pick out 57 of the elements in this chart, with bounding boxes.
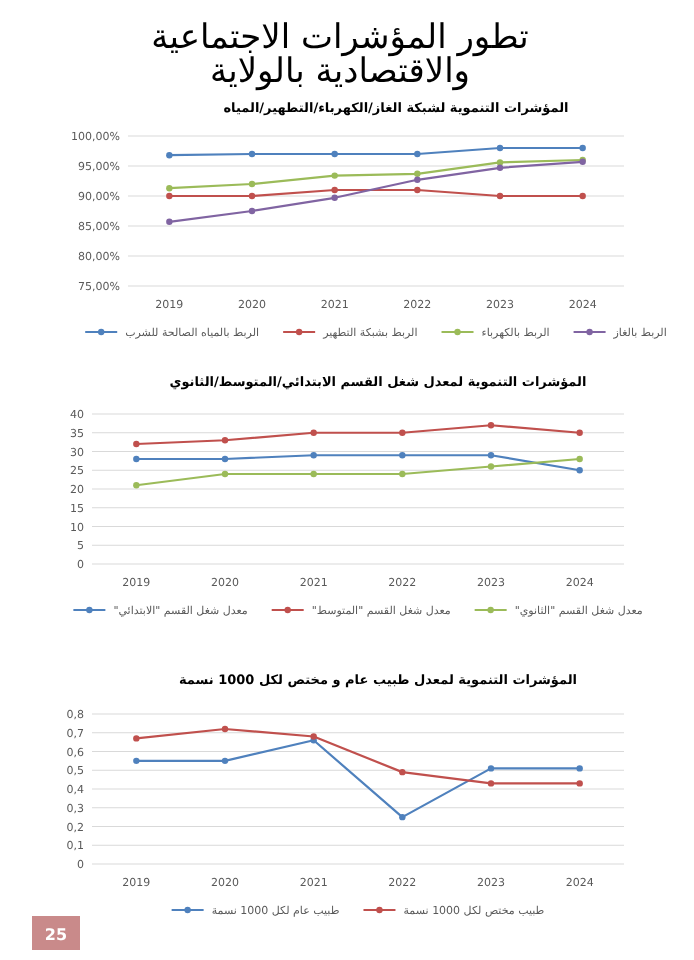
point [487, 780, 495, 787]
point [133, 482, 140, 489]
point [331, 150, 338, 158]
point [221, 455, 229, 463]
point [331, 172, 338, 179]
point [248, 207, 256, 215]
point [166, 192, 173, 200]
point [221, 757, 229, 765]
point [248, 150, 256, 158]
point [399, 813, 406, 821]
point [310, 452, 317, 459]
line-series [166, 158, 586, 225]
point [221, 437, 229, 444]
point [133, 440, 140, 448]
line-series [133, 725, 583, 787]
point [414, 176, 421, 183]
line-series [133, 422, 583, 448]
point [399, 768, 406, 776]
text: تطور المؤشرات الاجتماعية والاقتصادية بالولاية [151, 18, 530, 92]
point [248, 180, 256, 188]
point [487, 765, 495, 772]
point [496, 144, 504, 152]
point [576, 429, 583, 436]
point [166, 152, 173, 159]
point [133, 455, 140, 463]
point [310, 429, 317, 436]
point [496, 159, 504, 166]
point [133, 757, 140, 765]
point [579, 144, 586, 152]
point [414, 150, 421, 158]
point [414, 186, 421, 194]
point [399, 470, 406, 478]
point [221, 470, 229, 478]
point [133, 735, 140, 742]
point [399, 429, 406, 436]
point [579, 192, 586, 200]
point [487, 452, 495, 459]
point [414, 170, 421, 177]
text: 25 [44, 926, 68, 944]
point [576, 780, 583, 787]
point [496, 192, 504, 200]
point [331, 194, 338, 201]
line-series [133, 455, 583, 489]
point [221, 725, 229, 733]
point [331, 186, 338, 194]
point [310, 470, 317, 478]
point [166, 185, 173, 192]
point [576, 455, 583, 463]
point [576, 765, 583, 772]
point [496, 164, 504, 171]
point [399, 452, 406, 459]
point [166, 218, 173, 225]
point [487, 463, 495, 470]
point [487, 422, 495, 429]
point [576, 467, 583, 474]
point [248, 192, 256, 200]
line-series [166, 156, 586, 192]
